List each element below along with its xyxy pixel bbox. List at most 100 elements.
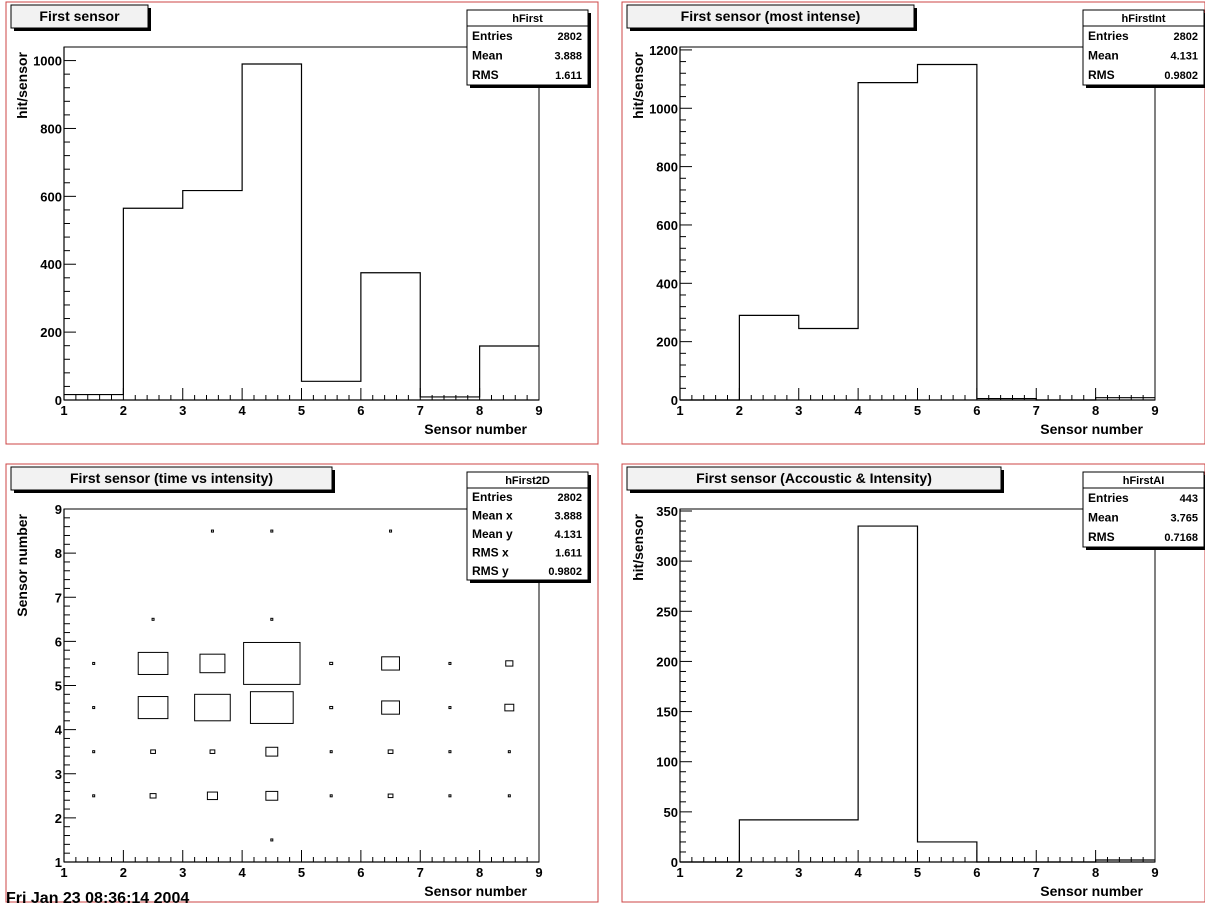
histogram-bin (64, 395, 123, 400)
y-tick-label: 0 (55, 393, 62, 408)
heatmap-box (448, 750, 452, 754)
x-tick-label: 2 (120, 403, 127, 418)
stats-label: Entries (472, 29, 513, 43)
stats-label: Mean x (472, 509, 513, 523)
heatmap-box (151, 617, 155, 621)
y-tick-label: 0 (671, 393, 678, 408)
histogram-bin (918, 65, 977, 400)
pad-frame (5, 463, 599, 903)
histogram-bin (799, 820, 858, 862)
y-tick-label: 400 (656, 276, 678, 291)
chart-pad-3: 1 2 3 4 5 6 7 8 9 1 2 3 4 5 6 7 8 9 Sensor number Sensor nu… (5, 463, 599, 903)
stats-name: hFirstInt (1122, 13, 1166, 25)
y-tick-label: 1000 (649, 101, 678, 116)
x-tick-label: 7 (1033, 403, 1040, 418)
histogram-bin (858, 83, 917, 400)
heatmap-box (448, 706, 452, 710)
chart-title: First sensor (39, 8, 120, 24)
x-tick-label: 2 (120, 865, 127, 880)
histogram-bin (183, 191, 242, 400)
pad-frame (621, 463, 1205, 903)
histogram-outline (680, 525, 1155, 863)
heatmap-box (92, 661, 96, 665)
histogram-bin (858, 526, 917, 862)
x-tick-label: 6 (973, 865, 980, 880)
heatmap-box (389, 529, 393, 533)
heatmap-box (270, 529, 274, 533)
heatmap-box (270, 838, 274, 842)
stats-value: 2802 (558, 31, 582, 43)
heatmap-box (381, 656, 400, 671)
y-tick-label: 3 (55, 767, 62, 782)
stats-label: RMS x (472, 545, 509, 559)
x-tick-label: 9 (1151, 865, 1158, 880)
x-tick-label: 1 (60, 865, 67, 880)
y-tick-label: 200 (656, 335, 678, 350)
heatmap-box (206, 791, 218, 801)
x-tick-label: 8 (476, 865, 483, 880)
x-tick-label: 5 (298, 403, 305, 418)
y-tick-label: 800 (40, 121, 62, 136)
stats-name: hFirst2D (505, 475, 550, 487)
stats-value: 2802 (1174, 31, 1198, 43)
y-tick-label: 400 (40, 257, 62, 272)
x-tick-label: 4 (855, 865, 863, 880)
heatmap-box (448, 661, 452, 665)
chart-pad-4: 1 2 3 4 5 6 7 8 9 0 50 100 150 200 250 300 350 Sensor num… (621, 463, 1205, 903)
title-box (10, 4, 149, 29)
x-tick-label: 4 (239, 403, 247, 418)
stats-label: RMS y (472, 564, 509, 578)
y-tick-label: 4 (55, 723, 63, 738)
stats-name: hFirstAI (1123, 475, 1165, 487)
stats-label: RMS (472, 68, 499, 82)
heatmap-box (149, 793, 157, 799)
x-tick-label: 2 (736, 403, 743, 418)
stats-name: hFirst (512, 13, 543, 25)
y-axis-label: hit/sensor (14, 51, 30, 118)
heatmap-box (137, 696, 169, 720)
heatmap-box (137, 651, 169, 675)
histogram-bin (799, 329, 858, 400)
x-tick-label: 1 (676, 403, 683, 418)
stats-label: RMS (1088, 68, 1115, 82)
x-tick-label: 3 (795, 403, 802, 418)
x-tick-label: 1 (676, 865, 683, 880)
x-tick-label: 6 (973, 403, 980, 418)
y-tick-label: 0 (671, 855, 678, 870)
chart-pad-2: 1 2 3 4 5 6 7 8 9 0 200 400 600 800 1000 1200 Sensor num… (621, 1, 1205, 445)
stats-value: 1.611 (555, 70, 582, 82)
title-box (626, 466, 1002, 491)
histogram-outline (64, 63, 539, 398)
heatmap-box (265, 746, 279, 757)
heatmap-box (387, 749, 394, 754)
stats-label: RMS (1088, 530, 1115, 544)
stats-label: Entries (1088, 29, 1129, 43)
histogram-bin (242, 64, 301, 400)
stats-value: 443 (1180, 493, 1198, 505)
histogram-bin (739, 820, 798, 862)
y-tick-label: 7 (55, 590, 62, 605)
histogram-bin (480, 346, 539, 400)
stats-box (466, 471, 589, 581)
heatmap-box (210, 529, 214, 533)
heatmap-box (150, 749, 156, 754)
stats-label: Entries (472, 490, 513, 504)
stats-value: 3.888 (554, 511, 582, 523)
heatmap-box (329, 661, 334, 666)
heatmap-box (249, 691, 294, 724)
chart-pad-1: 1 2 3 4 5 6 7 8 9 0 200 400 600 800 1000 Sensor number h… (5, 1, 599, 445)
stats-box (466, 9, 589, 86)
x-tick-label: 7 (1033, 865, 1040, 880)
y-tick-label: 300 (656, 554, 678, 569)
stats-label: Mean (472, 49, 503, 63)
stats-label: Entries (1088, 491, 1129, 505)
heatmap-box (381, 700, 400, 715)
x-axis-label: Sensor number (424, 421, 527, 437)
y-tick-label: 600 (40, 189, 62, 204)
x-tick-label: 9 (535, 403, 542, 418)
heatmap-box (504, 703, 515, 712)
pad-frame (5, 1, 599, 445)
heatmap-box (199, 653, 226, 674)
x-axis-label: Sensor number (424, 883, 527, 899)
x-tick-label: 5 (914, 865, 921, 880)
